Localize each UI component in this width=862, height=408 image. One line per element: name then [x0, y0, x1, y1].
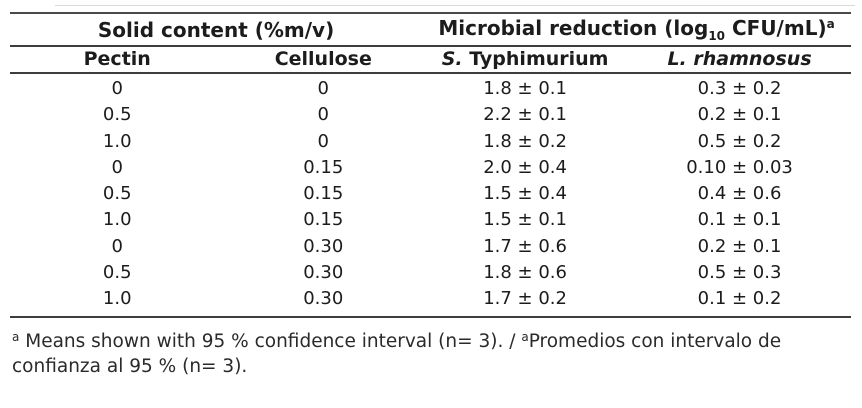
- table-cell: 0.3 ± 0.2: [697, 78, 782, 99]
- table-row: 0 0.15 2.0 ± 0.4 0.10 ± 0.03: [10, 155, 851, 181]
- group-header-row: Solid content (%m/v) Microbial reduction…: [10, 13, 851, 47]
- table-cell: 0.1 ± 0.1: [697, 209, 782, 231]
- table-cell: 0: [111, 156, 123, 178]
- table-row: 1.0 0.30 1.7 ± 0.2 0.1 ± 0.2: [10, 286, 851, 316]
- table-cell: 0.4 ± 0.6: [697, 183, 782, 205]
- group-header-solid-content-label: Solid content (%m/v): [97, 17, 335, 42]
- log-subscript: 10: [708, 29, 726, 43]
- table-cell: 1.8 ± 0.6: [483, 262, 567, 284]
- table-cell: 0: [111, 235, 123, 257]
- table-cell: 1.0: [102, 209, 132, 231]
- results-table: Solid content (%m/v) Microbial reduction…: [10, 12, 851, 318]
- table-row: 1.0 0.15 1.5 ± 0.1 0.1 ± 0.1: [10, 207, 851, 233]
- column-header-cellulose-label: Cellulose: [274, 48, 372, 70]
- table-cell: 0: [317, 130, 329, 152]
- table-cell: 0.5: [102, 104, 132, 126]
- table-cell: 0.15: [303, 156, 344, 178]
- table-cell: 2.2 ± 0.1: [483, 104, 567, 126]
- footnote-marker-a: a: [826, 17, 835, 31]
- l-rhamnosus-label: L. rhamnosus: [667, 48, 812, 70]
- table-cell: 0.30: [303, 262, 344, 284]
- footnote-text-spanish: Promedios con intervalo de confianza al …: [12, 331, 782, 377]
- s-typhimurium-species: Typhimurium: [462, 48, 609, 70]
- table-cell: 0.5 ± 0.3: [697, 262, 782, 284]
- table-cell: 0.5: [102, 262, 132, 284]
- microbial-label-post: CFU/mL): [725, 16, 827, 40]
- footnote-sup-a-en: a: [12, 330, 20, 344]
- table-cell: 0.2 ± 0.1: [697, 104, 782, 126]
- table-cell: 1.8 ± 0.1: [483, 78, 567, 99]
- table-cell: 0: [317, 104, 329, 126]
- footnote-text-english: Means shown with 95 % confidence interva…: [19, 331, 522, 352]
- table-cell: 1.5 ± 0.4: [483, 183, 567, 205]
- top-artifact-line: [55, 5, 855, 6]
- table-cell: 0.2 ± 0.1: [697, 235, 782, 257]
- table-cell: 2.0 ± 0.4: [483, 156, 567, 178]
- table-cell: 0.1 ± 0.2: [697, 288, 782, 310]
- table-cell: 0.15: [303, 183, 344, 205]
- column-header-l-rhamnosus: L. rhamnosus: [628, 46, 851, 74]
- table-cell: 1.7 ± 0.6: [483, 235, 567, 257]
- microbial-label-pre: Microbial reduction (log: [438, 16, 709, 40]
- column-header-pectin-label: Pectin: [83, 48, 151, 70]
- table-cell: 0.30: [303, 235, 344, 257]
- table-cell: 0.10 ± 0.03: [686, 156, 793, 178]
- table-cell: 1.0: [102, 130, 132, 152]
- table-cell: 1.0: [102, 288, 132, 310]
- table-cell: 0: [317, 78, 329, 99]
- table-row: 0 0.30 1.7 ± 0.6 0.2 ± 0.1: [10, 234, 851, 260]
- table-header: Solid content (%m/v) Microbial reduction…: [10, 13, 851, 74]
- table-cell: 1.8 ± 0.2: [483, 130, 567, 152]
- table-cell: 0.5: [102, 183, 132, 205]
- table-cell: 1.5 ± 0.1: [483, 209, 567, 231]
- footnote-sup-a-es: a: [521, 330, 529, 344]
- table-row: 1.0 0 1.8 ± 0.2 0.5 ± 0.2: [10, 129, 851, 155]
- table-cell: 0: [111, 78, 123, 99]
- table-footnote: a Means shown with 95 % confidence inter…: [12, 330, 854, 379]
- table-cell: 0.30: [303, 288, 344, 310]
- table-row: 0.5 0 2.2 ± 0.1 0.2 ± 0.1: [10, 102, 851, 128]
- group-header-solid-content: Solid content (%m/v): [10, 13, 423, 47]
- table-cell: 0.15: [303, 209, 344, 231]
- table-body: 0 0 1.8 ± 0.1 0.3 ± 0.2 0.5 0 2.2 ± 0.1 0.2 ± 0…: [10, 73, 851, 317]
- column-header-row: Pectin Cellulose S. Typhimurium L. rhamn…: [10, 46, 851, 74]
- table-cell: 1.7 ± 0.2: [483, 288, 567, 310]
- table-row: 0.5 0.30 1.8 ± 0.6 0.5 ± 0.3: [10, 260, 851, 286]
- table-row: 0.5 0.15 1.5 ± 0.4 0.4 ± 0.6: [10, 181, 851, 207]
- group-header-microbial-reduction: Microbial reduction (log10 CFU/mL)a: [422, 13, 851, 47]
- table-cell: 0.5 ± 0.2: [697, 130, 782, 152]
- column-header-cellulose: Cellulose: [224, 46, 423, 74]
- column-header-s-typhimurium: S. Typhimurium: [422, 46, 629, 74]
- column-header-pectin: Pectin: [10, 46, 225, 74]
- s-typhimurium-genus: S.: [441, 48, 463, 70]
- table-row: 0 0 1.8 ± 0.1 0.3 ± 0.2: [10, 73, 851, 102]
